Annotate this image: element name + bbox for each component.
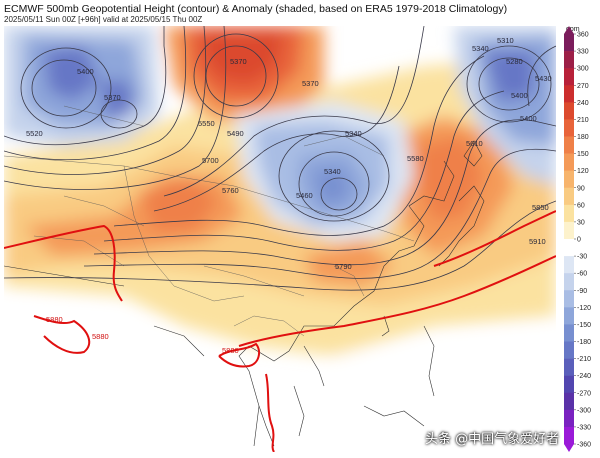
colorbar-segment: [564, 358, 574, 376]
contour-label: 5880: [92, 332, 109, 341]
contour-label: 5370: [104, 93, 121, 102]
contour-label: 5370: [230, 57, 247, 66]
colorbar-segment: [564, 324, 574, 342]
colorbar-segment: [564, 290, 574, 308]
colorbar-tick-label: -90: [577, 288, 587, 295]
contour-label: 5850: [532, 203, 549, 212]
colorbar-segment: [564, 51, 574, 69]
colorbar-tick-label: 120: [577, 168, 589, 175]
colorbar-segments: [564, 26, 574, 452]
colorbar-segment: [564, 119, 574, 137]
colorbar-segment: [564, 256, 574, 274]
contour-label: 5580: [407, 154, 424, 163]
contour-label: 5760: [222, 186, 239, 195]
colorbar-unit: gpm: [566, 26, 580, 33]
colorbar-segment: [564, 34, 574, 52]
colorbar-tick-label: -210: [577, 356, 591, 363]
colorbar-segment: [564, 307, 574, 325]
colorbar-tick-label: -330: [577, 424, 591, 431]
contour-label: 5790: [335, 262, 352, 271]
colorbar-tick-label: 360: [577, 32, 589, 39]
ridge-5880-contours: [4, 210, 556, 452]
contour-label: 5280: [506, 57, 523, 66]
colorbar-ticks: 3603303002702402101801501209060300-30-60…: [574, 32, 591, 449]
colorbar-tick-label: 60: [577, 202, 585, 209]
colorbar-segment: [564, 426, 574, 445]
contour-label: 5880: [46, 315, 63, 324]
contour-label: 5400: [511, 91, 528, 100]
map-subtitle: 2025/05/11 Sun 00Z [+96h] valid at 2025/…: [4, 15, 203, 24]
height-contours: [4, 26, 556, 291]
contour-label: 5490: [227, 129, 244, 138]
colorbar-tick-label: 150: [577, 151, 589, 158]
colorbar-arrow-top: [564, 26, 574, 34]
contour-label: 5460: [296, 191, 313, 200]
colorbar-segment: [564, 204, 574, 223]
colorbar-tick-label: -60: [577, 271, 587, 278]
colorbar-segment: [564, 392, 574, 411]
colorbar-segment: [564, 85, 574, 103]
contour-label: 5340: [345, 129, 362, 138]
anomaly-shading: [4, 26, 556, 452]
coastlines: [4, 140, 485, 447]
colorbar-segment: [564, 136, 574, 154]
colorbar-segment: [564, 153, 574, 171]
map-title: ECMWF 500mb Geopotential Height (contour…: [4, 3, 508, 15]
colorbar-segment: [564, 341, 574, 359]
colorbar-tick-label: 330: [577, 49, 589, 56]
contour-label: 5400: [520, 114, 537, 123]
colorbar-tick-label: 240: [577, 100, 589, 107]
colorbar-tick-label: -180: [577, 339, 591, 346]
colorbar-segment: [564, 273, 574, 291]
colorbar-tick-label: -270: [577, 390, 591, 397]
colorbar-segment: [564, 68, 574, 86]
contour-label: 5400: [77, 67, 94, 76]
anomaly-colorbar: gpm 3603303002702402101801501209060300-3…: [564, 26, 591, 452]
colorbar-tick-label: 90: [577, 185, 585, 192]
contour-label: 5370: [302, 79, 319, 88]
colorbar-tick-label: 180: [577, 134, 589, 141]
colorbar-tick-label: 210: [577, 117, 589, 124]
contour-label: 5340: [472, 44, 489, 53]
contour-label: 5550: [198, 119, 215, 128]
colorbar-tick-label: -300: [577, 407, 591, 414]
contour-labels: 5400 5370 5520 5370 5550 5490 5340 5340 …: [26, 36, 552, 355]
contour-label: 5880: [222, 346, 239, 355]
colorbar-segment: [564, 375, 574, 394]
contour-label: 5310: [497, 36, 514, 45]
colorbar-tick-label: -240: [577, 373, 591, 380]
colorbar-tick-label: 270: [577, 83, 589, 90]
colorbar-tick-label: 300: [577, 66, 589, 73]
colorbar-segment: [564, 187, 574, 206]
contour-label: 5610: [466, 139, 483, 148]
country-borders: [4, 105, 415, 337]
contour-label: 5430: [535, 74, 552, 83]
contour-label: 5910: [529, 237, 546, 246]
weather-map: 5400 5370 5520 5370 5550 5490 5340 5340 …: [4, 26, 556, 452]
colorbar-segment: [564, 102, 574, 120]
colorbar-arrow-bottom: [564, 444, 574, 452]
colorbar-tick-label: -120: [577, 305, 591, 312]
colorbar-tick-label: 30: [577, 219, 585, 226]
colorbar-segment: [564, 170, 574, 189]
colorbar-segment: [564, 409, 574, 428]
colorbar-segment: [564, 239, 574, 257]
colorbar-tick-label: -360: [577, 442, 591, 449]
contour-label: 5520: [26, 129, 43, 138]
colorbar-tick-label: -30: [577, 254, 587, 261]
contour-label: 5700: [202, 156, 219, 165]
colorbar-tick-label: 0: [577, 237, 581, 244]
watermark: 头条 @中国气象爱好者: [425, 432, 560, 447]
colorbar-segment: [564, 221, 574, 240]
contour-label: 5340: [324, 167, 341, 176]
colorbar-tick-label: -150: [577, 322, 591, 329]
